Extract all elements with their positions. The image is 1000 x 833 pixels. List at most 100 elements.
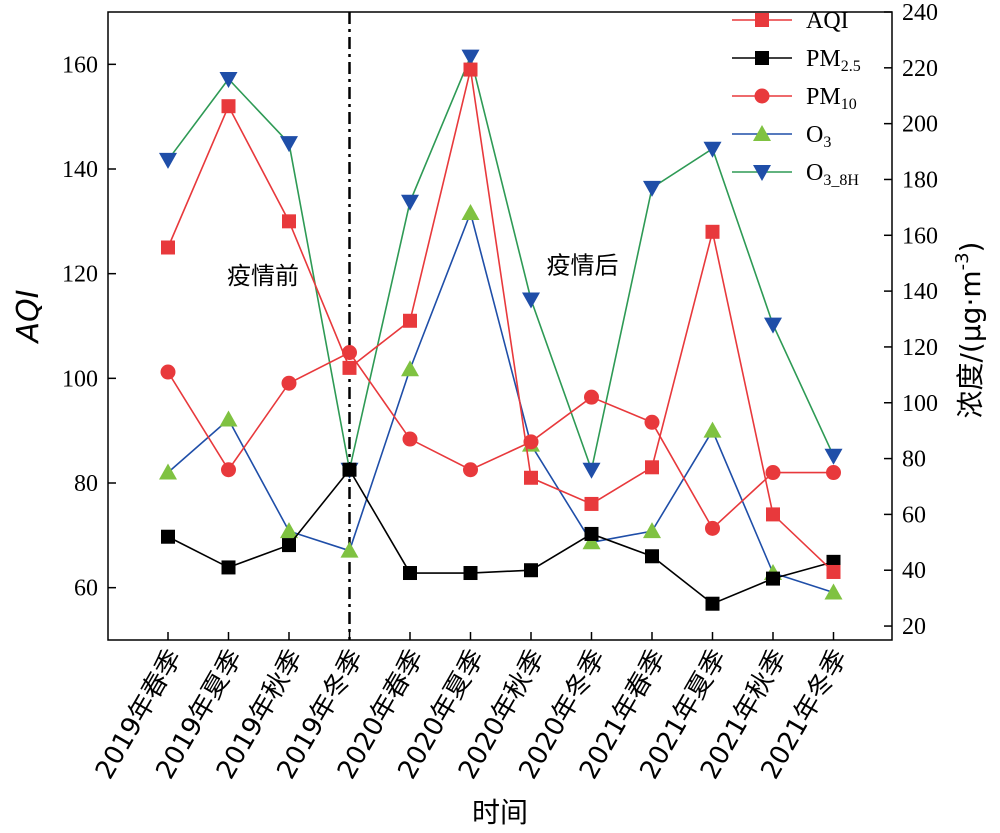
- series-point-aqi: [463, 62, 478, 77]
- series-point-pm2-5: [766, 571, 780, 586]
- plot-border: [107, 11, 893, 641]
- left-tick-label: 80: [74, 471, 98, 497]
- series-point-aqi: [221, 99, 236, 114]
- series-point-pm10: [221, 462, 236, 478]
- series-line-o3: [167, 210, 834, 594]
- legend-item-pm2-5: PM2.5: [732, 46, 861, 75]
- series-point-pm10: [826, 465, 841, 481]
- series-point-pm10: [463, 462, 478, 478]
- series-point-aqi: [342, 360, 357, 375]
- y-axis-title-right-sup: -3: [952, 252, 973, 270]
- legend-item-o3: O3: [732, 122, 831, 151]
- series-point-o3-8h: [582, 462, 601, 479]
- legend-label-o3: O3: [806, 122, 831, 151]
- legend-label-sub: 2.5: [841, 58, 861, 75]
- x-axis-title: 时间: [472, 796, 528, 829]
- series-point-pm2-5: [645, 549, 659, 564]
- legend-label-sub: 10: [841, 96, 857, 113]
- legend-marker-pm2-5: [755, 51, 769, 65]
- right-tick-label: 180: [902, 167, 938, 193]
- legend-item-aqi: AQI: [732, 8, 849, 34]
- series-pm10: [160, 345, 841, 536]
- series-point-o3: [280, 522, 298, 539]
- series-point-o3: [219, 410, 238, 427]
- series-point-o3: [643, 522, 661, 539]
- series-layer: [159, 49, 843, 611]
- series-point-o3-8h: [824, 448, 843, 465]
- left-tick-label: 140: [62, 157, 98, 183]
- y-axis-title-left: AQI: [11, 289, 46, 344]
- right-tick-label: 120: [902, 335, 938, 361]
- series-point-o3-8h: [159, 152, 177, 169]
- annotation-layer: 疫情前 疫情后: [227, 252, 619, 290]
- series-point-pm10: [765, 465, 781, 481]
- series-point-aqi: [584, 496, 599, 511]
- series-point-pm2-5: [282, 538, 296, 553]
- right-axis: 20 40 60 80 100 120 140 160 180 200 220 240: [884, 0, 938, 640]
- series-point-o3: [401, 360, 419, 377]
- series-point-aqi: [705, 224, 720, 239]
- series-point-aqi: [524, 470, 538, 485]
- series-point-pm10: [705, 520, 720, 536]
- annotation-label: 疫情前: [227, 262, 299, 290]
- series-point-pm10: [523, 434, 539, 450]
- legend-item-pm10: PM10: [732, 84, 857, 113]
- series-point-o3-8h: [522, 292, 540, 309]
- legend-item-o3-8h: O3_8H: [732, 160, 859, 189]
- legend-label-main: PM: [806, 84, 841, 110]
- legend-label-main: AQI: [806, 8, 849, 34]
- legend-marker-o3-8h: [753, 165, 771, 181]
- series-aqi: [161, 62, 841, 579]
- series-point-pm2-5: [342, 462, 357, 477]
- legend-marker-aqi: [755, 13, 769, 27]
- series-point-pm2-5: [403, 566, 417, 581]
- series-pm2-5: [161, 462, 841, 611]
- series-point-o3: [582, 533, 601, 550]
- series-point-o3-8h: [764, 317, 782, 334]
- series-point-pm2-5: [161, 529, 175, 544]
- series-point-aqi: [766, 507, 780, 522]
- legend-label-aqi: AQI: [806, 8, 849, 34]
- series-point-o3-8h: [219, 71, 238, 88]
- right-tick-label: 160: [902, 223, 938, 249]
- left-tick-label: 160: [62, 52, 98, 78]
- series-point-aqi: [826, 564, 841, 579]
- series-point-pm2-5: [463, 566, 478, 581]
- series-o3-8h: [159, 49, 843, 479]
- series-point-o3: [461, 203, 480, 220]
- y-axis-title-right-close: ): [954, 241, 987, 252]
- annotation-label: 疫情后: [547, 252, 619, 280]
- series-point-pm2-5: [221, 560, 236, 575]
- series-point-aqi: [403, 313, 417, 328]
- series-point-pm10: [281, 375, 297, 391]
- right-tick-label: 200: [902, 112, 938, 138]
- series-point-o3: [159, 463, 177, 480]
- legend-label-pm2-5: PM2.5: [806, 46, 861, 75]
- right-tick-label: 220: [902, 56, 938, 82]
- series-point-o3-8h: [643, 180, 661, 197]
- series-point-pm10: [584, 389, 599, 405]
- right-tick-label: 40: [902, 558, 926, 584]
- series-point-o3: [824, 583, 843, 600]
- series-point-o3-8h: [280, 136, 298, 153]
- series-point-pm2-5: [705, 596, 720, 611]
- left-tick-label: 100: [62, 366, 98, 392]
- series-line-o3-8h: [167, 54, 835, 473]
- series-point-pm10: [342, 345, 357, 361]
- series-point-o3: [703, 421, 722, 438]
- series-line-pm2-5: [167, 468, 834, 605]
- legend-label-main: PM: [806, 46, 841, 72]
- right-tick-label: 100: [902, 391, 938, 417]
- series-point-aqi: [645, 460, 659, 475]
- plot-frame: [107, 11, 893, 641]
- series-point-o3: [340, 541, 359, 558]
- x-axis: 2019年春季2019年夏季2019年秋季2019年冬季2020年春季2020年…: [90, 632, 854, 784]
- y-axis-title-right-main: 浓度/(μg·m: [954, 270, 987, 418]
- legend-label-sub: 3_8H: [823, 172, 859, 189]
- right-tick-label: 80: [902, 447, 926, 473]
- left-tick-label: 120: [62, 262, 98, 288]
- series-point-pm2-5: [524, 563, 538, 578]
- right-tick-label: 240: [902, 0, 938, 26]
